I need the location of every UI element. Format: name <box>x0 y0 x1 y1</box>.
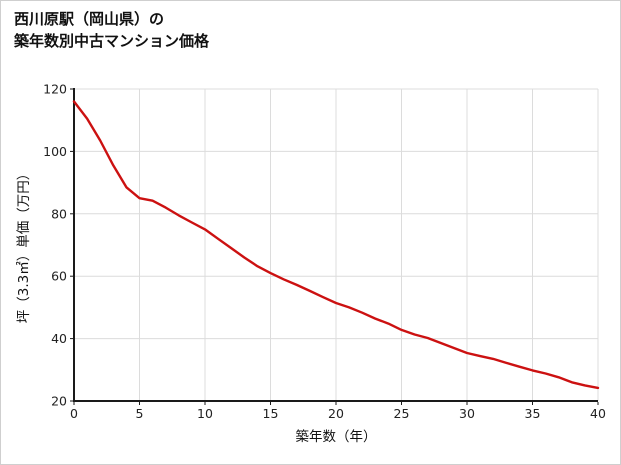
price-line <box>72 100 600 390</box>
y-tick-label: 40 <box>51 331 67 346</box>
chart-title-line2: 築年数別中古マンション価格 <box>14 32 210 50</box>
y-tick-label: 80 <box>51 206 67 221</box>
x-tick-label: 25 <box>394 406 410 421</box>
chart-title: 西川原駅（岡山県）の築年数別中古マンション価格 <box>14 8 209 52</box>
x-tick-label: 35 <box>525 406 541 421</box>
chart-title-line1: 西川原駅（岡山県）の <box>14 10 165 28</box>
x-tick-label: 10 <box>197 406 213 421</box>
y-tick-label: 120 <box>43 82 67 97</box>
y-tick-label: 60 <box>51 269 67 284</box>
x-tick-label: 0 <box>70 406 78 421</box>
x-tick-label: 40 <box>590 406 606 421</box>
x-tick-label: 20 <box>328 406 344 421</box>
y-axis-label: 坪（3.3㎡）単価（万円） <box>16 166 32 324</box>
x-tick-label: 30 <box>459 406 475 421</box>
x-axis-label: 築年数（年） <box>295 429 377 445</box>
x-tick-label: 15 <box>263 406 279 421</box>
y-tick-label: 20 <box>51 394 67 409</box>
y-tick-label: 100 <box>43 144 67 159</box>
x-tick-label: 5 <box>136 406 144 421</box>
